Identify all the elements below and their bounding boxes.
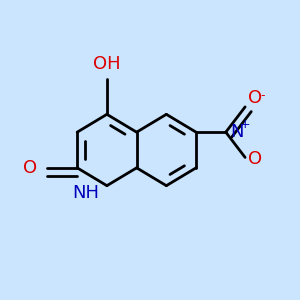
Text: N: N <box>230 123 244 141</box>
Text: -: - <box>260 89 265 102</box>
Text: O: O <box>23 159 37 177</box>
Text: +: + <box>239 118 250 131</box>
Text: O: O <box>248 89 262 107</box>
Text: O: O <box>248 150 262 168</box>
Text: OH: OH <box>93 55 121 73</box>
Text: NH: NH <box>73 184 100 202</box>
